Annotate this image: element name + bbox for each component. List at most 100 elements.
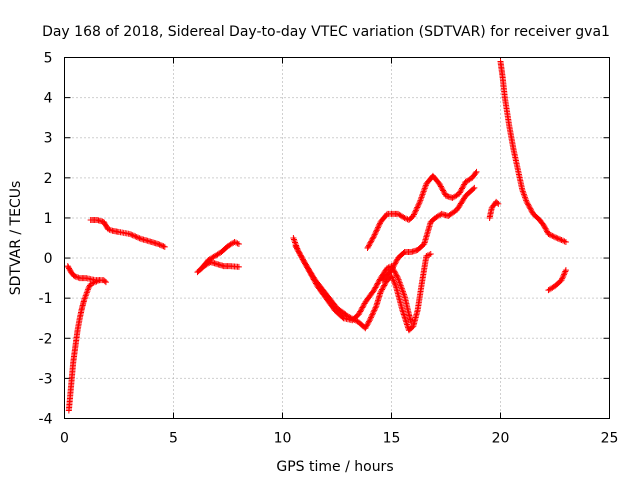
data-point (371, 287, 378, 294)
data-point (390, 263, 397, 270)
data-point (559, 274, 566, 281)
data-point (392, 260, 399, 267)
data-point (562, 239, 569, 246)
data-point (413, 205, 420, 212)
data-point (384, 265, 391, 272)
y-tick-label: 3 (44, 131, 53, 147)
data-point (72, 273, 79, 280)
data-point (368, 237, 375, 244)
data-point (393, 257, 400, 264)
data-point (555, 235, 562, 242)
data-point (92, 279, 99, 286)
data-point (294, 247, 301, 254)
data-point (393, 272, 400, 279)
data-point (554, 235, 561, 242)
data-point (548, 232, 555, 239)
data-point (372, 230, 379, 237)
data-point (389, 265, 396, 272)
data-point (358, 305, 365, 312)
data-point (293, 244, 300, 251)
y-tick-label: -2 (39, 331, 53, 347)
data-point (561, 238, 568, 245)
data-point (367, 315, 374, 322)
data-point (360, 301, 367, 308)
data-point (339, 314, 346, 321)
data-point (357, 308, 364, 315)
data-point (364, 245, 371, 252)
data-point (526, 204, 533, 211)
data-point (528, 208, 535, 215)
data-point (559, 237, 566, 244)
data-point (105, 226, 112, 233)
data-point (391, 261, 398, 268)
data-point (374, 280, 381, 287)
y-tick-label: -1 (39, 291, 53, 307)
data-point (473, 168, 480, 175)
data-point (373, 228, 380, 235)
data-point (392, 271, 399, 278)
data-point (436, 180, 443, 187)
data-point (363, 323, 370, 330)
data-point (373, 281, 380, 288)
x-axis-label: GPS time / hours (276, 459, 393, 475)
data-point (558, 277, 565, 284)
data-point (356, 309, 363, 316)
series-early-rise (65, 277, 103, 414)
data-point (157, 242, 164, 249)
series-afternoon-b (292, 243, 434, 334)
data-point (458, 186, 465, 193)
data-point (410, 211, 417, 218)
data-point (388, 267, 395, 274)
data-point (373, 227, 380, 234)
data-point (299, 255, 306, 262)
data-point (553, 234, 560, 241)
y-tick-label: 4 (44, 91, 53, 107)
data-point (412, 207, 419, 214)
data-point (294, 245, 301, 252)
data-point (130, 232, 137, 239)
y-tick-label: 1 (44, 211, 53, 227)
x-tick-label: 10 (274, 431, 292, 447)
data-point (392, 281, 399, 288)
data-point (390, 278, 397, 285)
data-point (75, 274, 82, 281)
series-mid-b (198, 239, 242, 272)
data-point (368, 314, 375, 321)
data-point (366, 317, 373, 324)
data-point (541, 222, 548, 229)
data-point (362, 325, 369, 332)
data-point (357, 307, 364, 314)
data-point (459, 184, 466, 191)
data-point (136, 235, 143, 242)
data-point (542, 225, 549, 232)
data-point (414, 204, 421, 211)
y-tick-label: 5 (44, 51, 53, 67)
data-point (365, 243, 372, 250)
data-point (562, 267, 569, 274)
data-point (365, 319, 372, 326)
data-point (85, 285, 92, 292)
data-point (369, 310, 376, 317)
data-point (231, 239, 238, 246)
data-point (381, 281, 388, 288)
data-point (365, 242, 372, 249)
data-point (96, 277, 103, 284)
data-point (523, 198, 530, 205)
data-point (415, 201, 422, 208)
data-point (71, 273, 78, 280)
data-point (74, 274, 81, 281)
grid-lines (64, 57, 610, 419)
data-point (392, 259, 399, 266)
data-point (374, 224, 381, 231)
data-point (364, 321, 371, 328)
data-point (472, 170, 479, 177)
data-point (559, 275, 566, 282)
data-point (372, 284, 379, 291)
data-point (156, 241, 163, 248)
data-point (392, 269, 399, 276)
data-point (371, 307, 378, 314)
data-point (89, 280, 96, 287)
data-point (552, 234, 558, 241)
data-point (367, 239, 374, 246)
data-point (495, 200, 502, 207)
